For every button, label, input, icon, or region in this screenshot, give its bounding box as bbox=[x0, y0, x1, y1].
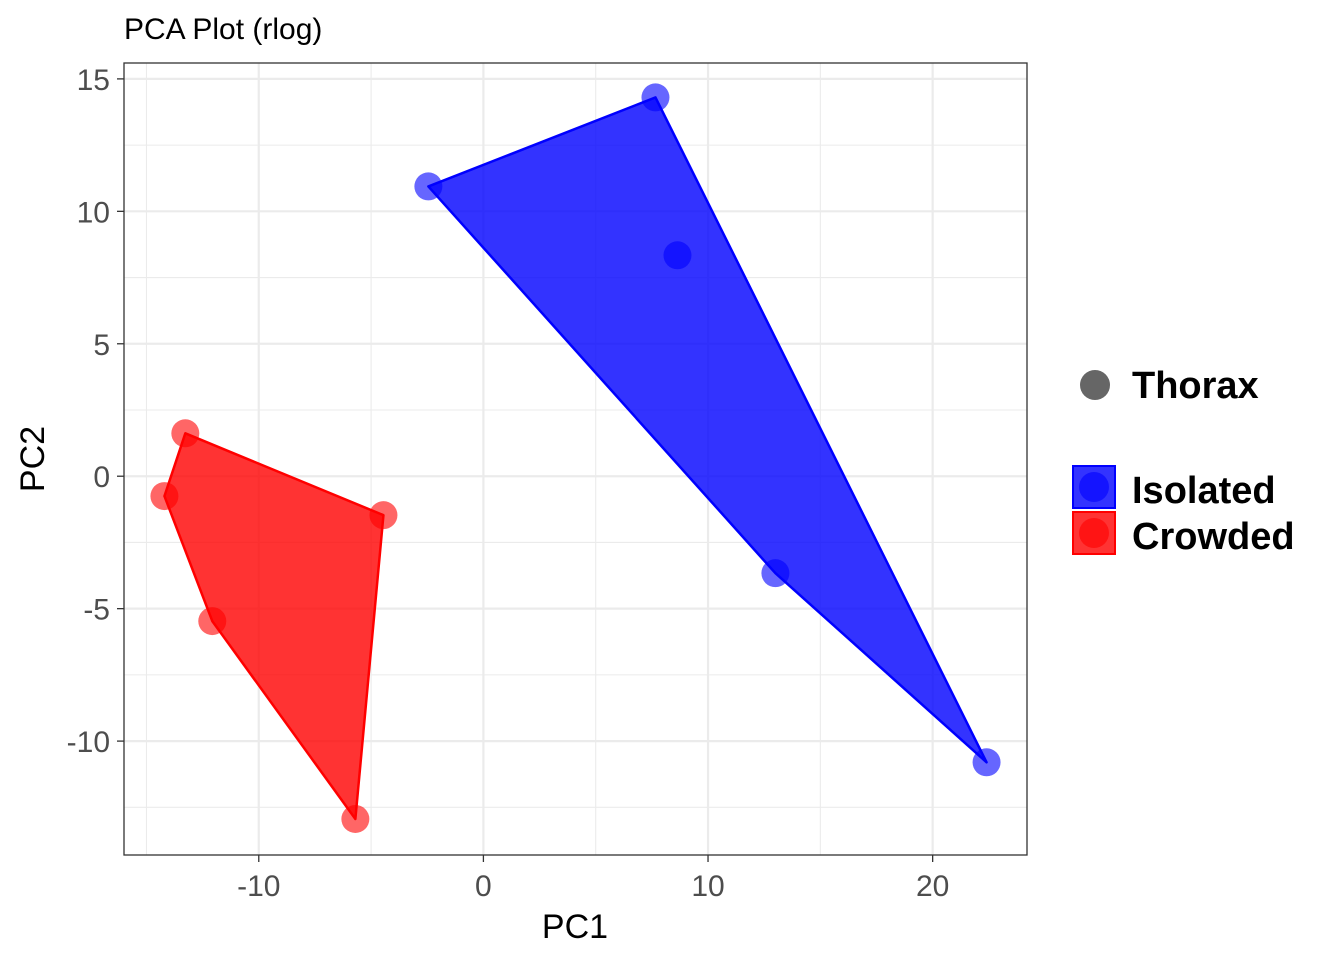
y-axis-label: PC2 bbox=[14, 426, 52, 492]
legend-isolated-point bbox=[1079, 472, 1109, 502]
chart-title: PCA Plot (rlog) bbox=[124, 13, 322, 46]
x-axis-label: PC1 bbox=[542, 908, 608, 946]
y-tick-label: -10 bbox=[67, 726, 110, 759]
axes: -10 0 10 20 -10 -5 0 5 10 15 bbox=[67, 64, 950, 903]
legend-thorax-key bbox=[1080, 370, 1110, 400]
isolated-point bbox=[761, 559, 790, 588]
crowded-point bbox=[341, 804, 370, 833]
hulls bbox=[163, 96, 988, 821]
y-tick-label: -5 bbox=[83, 594, 110, 627]
legend-crowded-point bbox=[1079, 518, 1109, 548]
y-tick-label: 15 bbox=[77, 64, 110, 97]
isolated-point bbox=[663, 241, 692, 270]
legend-crowded-label: Crowded bbox=[1132, 516, 1295, 558]
isolated-point bbox=[414, 172, 443, 201]
x-tick-label: -10 bbox=[237, 870, 280, 903]
x-tick-label: 0 bbox=[475, 870, 492, 903]
y-tick-label: 10 bbox=[77, 196, 110, 229]
crowded-point bbox=[150, 482, 179, 511]
plot-panel-border bbox=[123, 62, 1028, 856]
x-tick-label: 20 bbox=[916, 870, 949, 903]
legend-isolated-label: Isolated bbox=[1132, 470, 1276, 512]
isolated-point bbox=[641, 83, 670, 112]
legend: Thorax Isolated Crowded bbox=[1072, 365, 1295, 558]
y-tick-label: 0 bbox=[93, 461, 110, 494]
legend-thorax-label: Thorax bbox=[1132, 365, 1259, 407]
crowded-point bbox=[369, 501, 398, 530]
crowded-point bbox=[198, 607, 227, 636]
isolated-point bbox=[972, 748, 1001, 777]
x-tick-label: 10 bbox=[691, 870, 724, 903]
crowded-point bbox=[171, 419, 200, 448]
y-tick-label: 5 bbox=[93, 329, 110, 362]
crowded-hull bbox=[163, 432, 385, 821]
points bbox=[150, 83, 1001, 833]
